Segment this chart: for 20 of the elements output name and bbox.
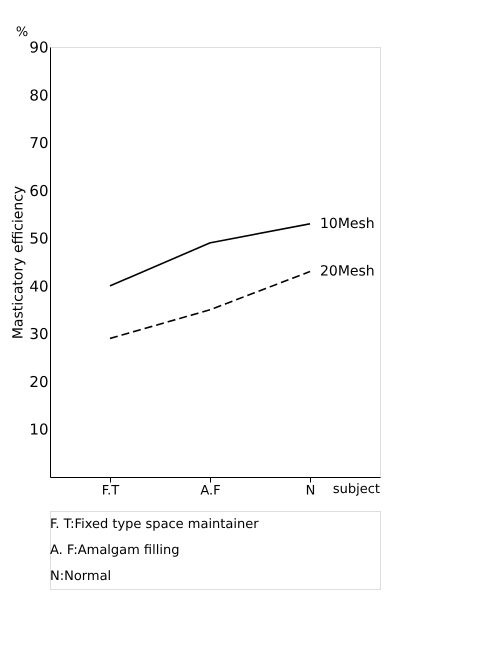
y-tick-label: 90 <box>29 38 48 56</box>
y-tick-label: 80 <box>29 86 48 104</box>
text: % <box>16 25 28 40</box>
y-tick-label: 30 <box>29 325 48 344</box>
text: A. F:Amalgam filling <box>50 543 180 558</box>
x-tick-label: N <box>306 484 316 498</box>
x-tick-label: F.T <box>102 484 120 498</box>
y-tick-label: 10 <box>29 420 48 439</box>
x-tick-label: A.F <box>200 484 221 498</box>
y-tick-label: 40 <box>29 277 48 296</box>
y-tick-label: 70 <box>29 134 48 152</box>
y-tick-label: 50 <box>29 230 48 248</box>
series-label: 20Mesh <box>320 264 375 280</box>
text: N:Normal <box>50 569 112 584</box>
text: F. T:Fixed type space maintainer <box>50 517 260 532</box>
y-tick-label: 60 <box>29 182 48 200</box>
y-axis-title: Masticatory efficiency <box>10 186 26 340</box>
x-axis-title: subject <box>332 482 380 497</box>
series-label: 10Mesh <box>320 216 375 232</box>
y-tick-label: 20 <box>29 372 48 391</box>
